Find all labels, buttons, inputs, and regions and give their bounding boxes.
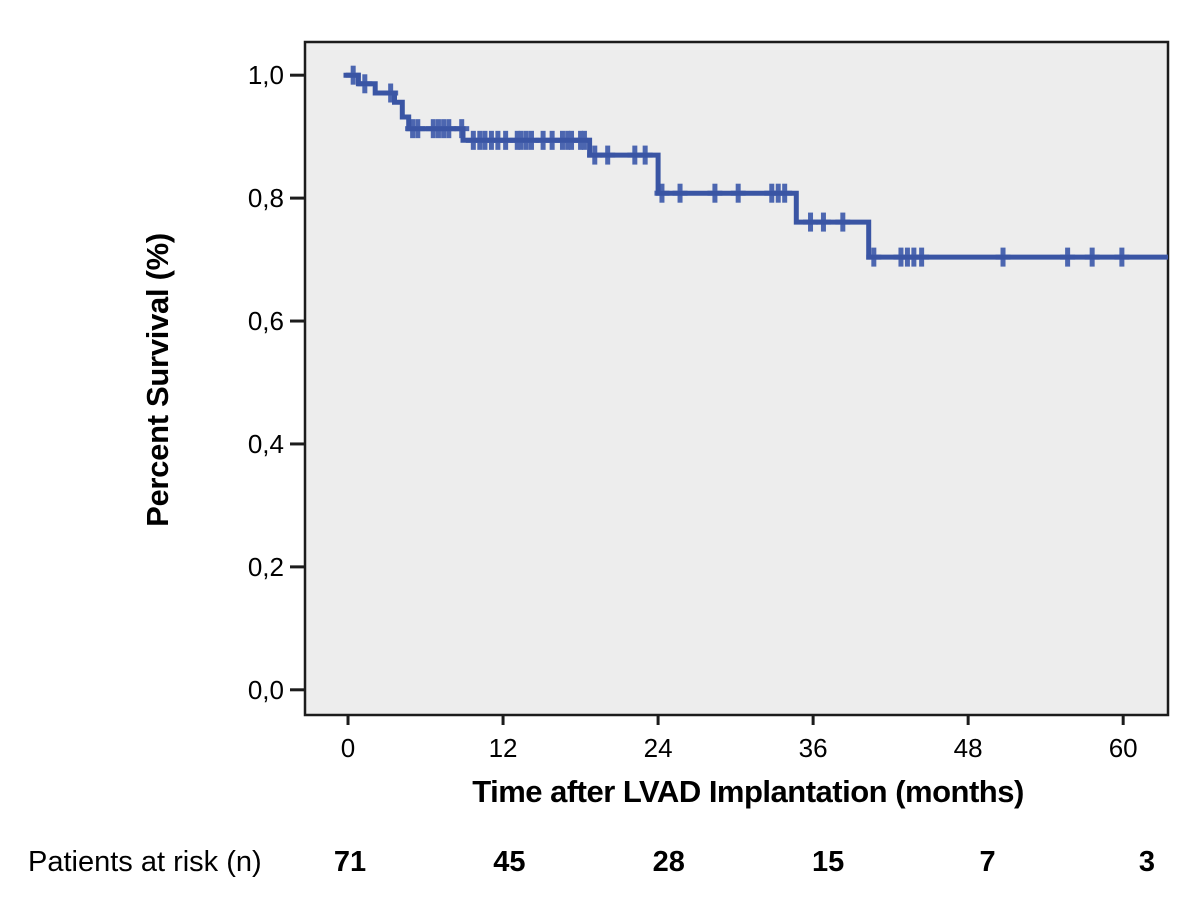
x-tick-label: 24 <box>644 733 673 763</box>
x-tick-label: 12 <box>489 733 518 763</box>
y-tick-label: 0,8 <box>248 183 284 213</box>
at-risk-count: 28 <box>652 846 685 878</box>
at-risk-count: 3 <box>1138 846 1156 878</box>
survival-curve <box>343 72 1168 260</box>
x-axis-title: Time after LVAD Implantation (months) <box>472 774 1024 809</box>
x-tick-label: 0 <box>341 733 355 763</box>
at-risk-count: 45 <box>493 846 526 878</box>
at-risk-count: 71 <box>333 846 367 878</box>
y-tick-label: 0,2 <box>248 552 284 582</box>
at-risk-count: 7 <box>979 846 996 878</box>
at-risk-count: 15 <box>812 846 845 878</box>
y-tick-label: 0,4 <box>248 429 284 459</box>
y-tick-label: 1,0 <box>248 60 284 90</box>
y-tick-label: 0,0 <box>248 675 284 705</box>
x-tick-label: 36 <box>799 733 828 763</box>
patients-at-risk-label: Patients at risk (n) <box>28 846 262 878</box>
y-tick-label: 0,6 <box>248 306 284 336</box>
x-tick-label: 60 <box>1109 733 1138 763</box>
plot-area <box>303 40 1170 717</box>
y-axis-title: Percent Survival (%) <box>140 233 175 527</box>
x-tick-label: 48 <box>954 733 983 763</box>
